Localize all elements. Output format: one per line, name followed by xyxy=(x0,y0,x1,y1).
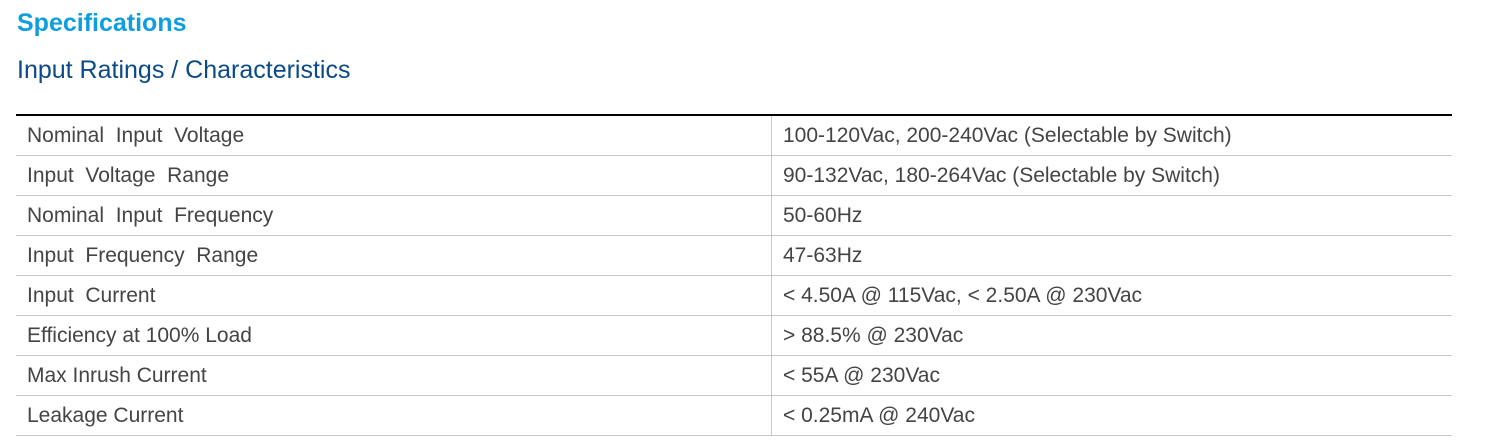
spec-value: 90-132Vac, 180-264Vac (Selectable by Swi… xyxy=(771,155,1452,196)
spec-label: Input Frequency Range xyxy=(16,235,772,276)
table-row: Max Inrush Current < 55A @ 230Vac xyxy=(16,355,1452,396)
spec-label: Leakage Current xyxy=(16,395,772,436)
table-row: Input Voltage Range 90-132Vac, 180-264Vac… xyxy=(16,155,1452,196)
table-row: Nominal Input Voltage 100-120Vac, 200-240… xyxy=(16,115,1452,156)
spec-label: Max Inrush Current xyxy=(16,355,772,396)
table-row: Input Frequency Range 47-63Hz xyxy=(16,235,1452,276)
table-row: Input Current < 4.50A @ 115Vac, < 2.50A @… xyxy=(16,275,1452,316)
spec-value: < 0.25mA @ 240Vac xyxy=(771,395,1452,436)
spec-value: < 4.50A @ 115Vac, < 2.50A @ 230Vac xyxy=(771,275,1452,316)
section-title: Input Ratings / Characteristics xyxy=(17,56,351,84)
table-row: Leakage Current < 0.25mA @ 240Vac xyxy=(16,395,1452,436)
spec-label: Nominal Input Voltage xyxy=(16,115,772,156)
spec-value: 50-60Hz xyxy=(771,195,1452,236)
table-row: Efficiency at 100% Load > 88.5% @ 230Vac xyxy=(16,315,1452,356)
spec-label: Input Current xyxy=(16,275,772,316)
spec-label: Efficiency at 100% Load xyxy=(16,315,772,356)
table-row: Nominal Input Frequency 50-60Hz xyxy=(16,195,1452,236)
spec-label: Input Voltage Range xyxy=(16,155,772,196)
page-title: Specifications xyxy=(17,9,187,37)
specs-table: Nominal Input Voltage 100-120Vac, 200-240… xyxy=(16,114,1452,436)
spec-label: Nominal Input Frequency xyxy=(16,195,772,236)
spec-value: < 55A @ 230Vac xyxy=(771,355,1452,396)
spec-value: > 88.5% @ 230Vac xyxy=(771,315,1452,356)
spec-value: 100-120Vac, 200-240Vac (Selectable by Sw… xyxy=(771,115,1452,156)
spec-value: 47-63Hz xyxy=(771,235,1452,276)
